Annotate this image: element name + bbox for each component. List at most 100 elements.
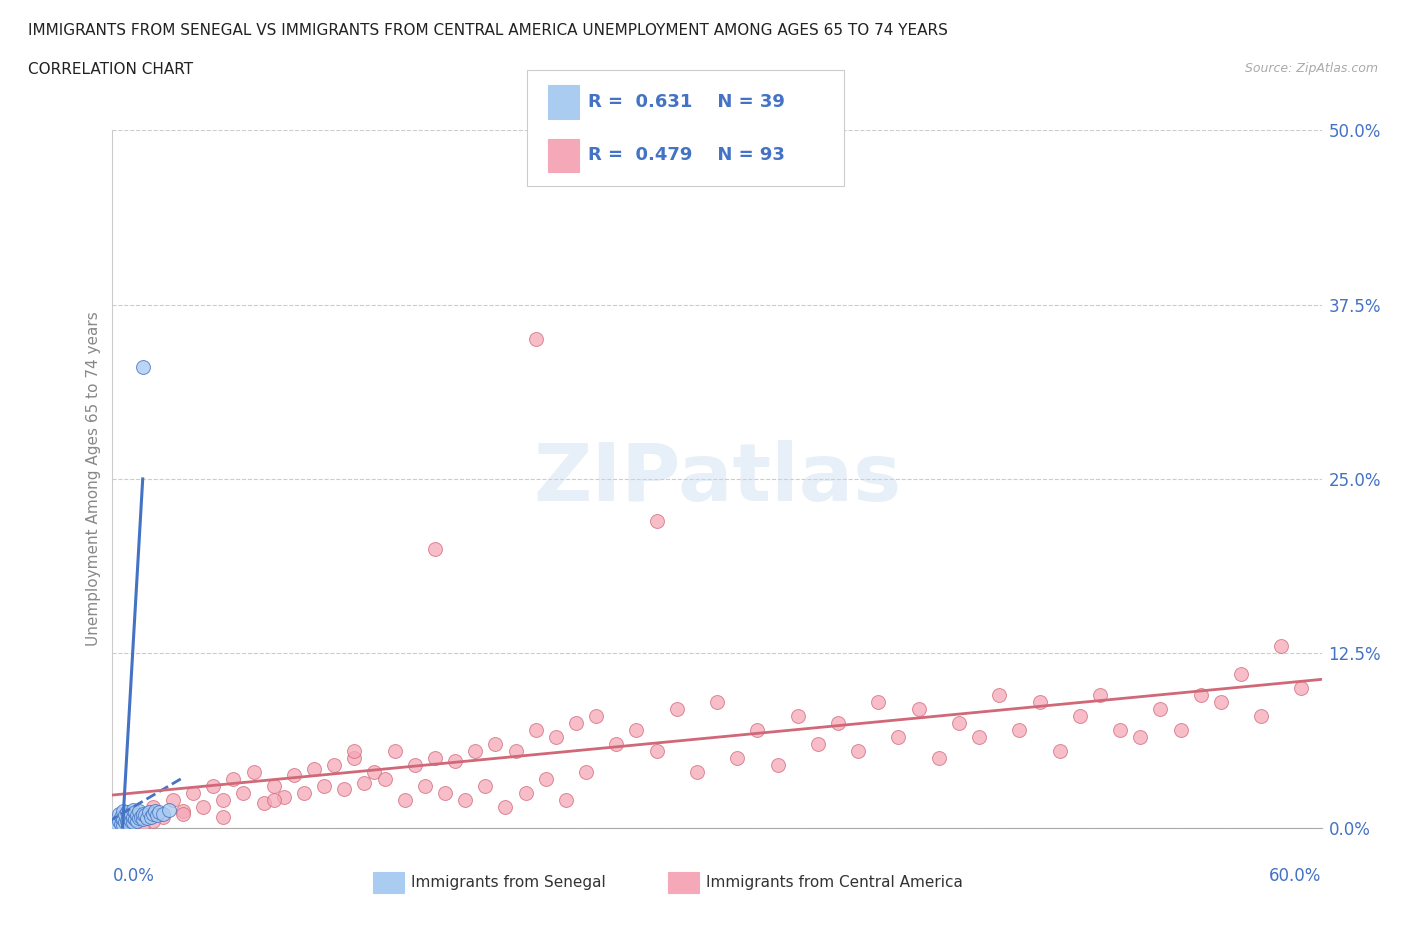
Point [111, 813, 134, 829]
Point [125, 813, 148, 829]
Point [110, 817, 132, 831]
Point [146, 807, 169, 823]
Text: Immigrants from Central America: Immigrants from Central America [706, 875, 963, 890]
Point [120, 806, 142, 821]
Point [645, 513, 668, 528]
Text: Immigrants from Senegal: Immigrants from Senegal [411, 875, 606, 890]
Point [474, 778, 496, 793]
Point [544, 729, 567, 744]
Point [665, 702, 688, 717]
Point [363, 764, 385, 779]
Point [111, 812, 134, 827]
Point [162, 792, 184, 807]
Point [114, 807, 136, 823]
Point [135, 811, 157, 826]
Point [524, 723, 547, 737]
Point [132, 806, 155, 821]
Point [292, 785, 315, 800]
Point [404, 757, 426, 772]
Point [212, 809, 235, 824]
Point [1291, 681, 1313, 696]
Point [384, 744, 406, 759]
Point [142, 806, 165, 821]
Point [747, 723, 769, 737]
Point [232, 785, 254, 800]
Point [121, 809, 143, 824]
Point [423, 751, 446, 765]
Point [565, 716, 588, 731]
Point [1088, 688, 1111, 703]
Point [605, 737, 627, 751]
Point [948, 716, 970, 731]
Point [191, 800, 215, 815]
Point [967, 729, 990, 744]
Point [374, 772, 396, 787]
Point [142, 813, 165, 829]
Point [132, 817, 155, 831]
Point [706, 695, 728, 710]
Point [142, 800, 165, 815]
Point [181, 785, 204, 800]
Point [121, 815, 143, 830]
Point [725, 751, 748, 765]
Point [343, 751, 366, 765]
Point [302, 762, 325, 777]
Point [120, 813, 142, 829]
Point [1209, 695, 1232, 710]
Point [433, 785, 456, 800]
Y-axis label: Unemployment Among Ages 65 to 74 years: Unemployment Among Ages 65 to 74 years [86, 312, 101, 646]
Point [484, 737, 506, 751]
Point [505, 744, 527, 759]
Point [132, 360, 155, 375]
Point [111, 804, 134, 818]
Point [524, 332, 547, 347]
Point [242, 764, 264, 779]
Point [202, 778, 225, 793]
Point [312, 778, 335, 793]
Point [172, 806, 194, 821]
Text: IMMIGRANTS FROM SENEGAL VS IMMIGRANTS FROM CENTRAL AMERICA UNEMPLOYMENT AMONG AG: IMMIGRANTS FROM SENEGAL VS IMMIGRANTS FR… [28, 23, 948, 38]
Point [645, 744, 668, 759]
Point [766, 757, 789, 772]
Point [515, 785, 537, 800]
Text: R =  0.631    N = 39: R = 0.631 N = 39 [588, 93, 785, 111]
Point [128, 811, 150, 826]
Point [1230, 667, 1253, 682]
Point [343, 744, 366, 759]
Point [107, 806, 129, 821]
Point [1149, 702, 1171, 717]
Text: 0.0%: 0.0% [112, 867, 155, 884]
Text: 60.0%: 60.0% [1270, 867, 1322, 884]
Point [138, 805, 160, 820]
Text: R =  0.479    N = 93: R = 0.479 N = 93 [588, 146, 785, 165]
Text: Source: ZipAtlas.com: Source: ZipAtlas.com [1244, 62, 1378, 75]
Point [1170, 723, 1192, 737]
Point [152, 809, 174, 824]
Point [928, 751, 950, 765]
Point [212, 792, 235, 807]
Point [323, 757, 346, 772]
Point [907, 702, 929, 717]
Point [887, 729, 910, 744]
Point [253, 795, 276, 810]
Point [129, 809, 152, 824]
Point [626, 723, 648, 737]
Point [554, 792, 576, 807]
Point [464, 744, 486, 759]
Point [1049, 744, 1071, 759]
Point [585, 709, 607, 724]
Point [115, 813, 138, 829]
Point [128, 804, 150, 818]
Point [114, 815, 136, 830]
Text: ZIPatlas: ZIPatlas [533, 440, 901, 518]
Point [413, 778, 436, 793]
Point [121, 817, 143, 832]
Point [444, 753, 467, 768]
Point [139, 809, 162, 824]
Point [786, 709, 808, 724]
Point [263, 792, 285, 807]
Point [132, 812, 155, 827]
Point [1250, 709, 1272, 724]
Point [172, 804, 194, 818]
Point [124, 805, 146, 820]
